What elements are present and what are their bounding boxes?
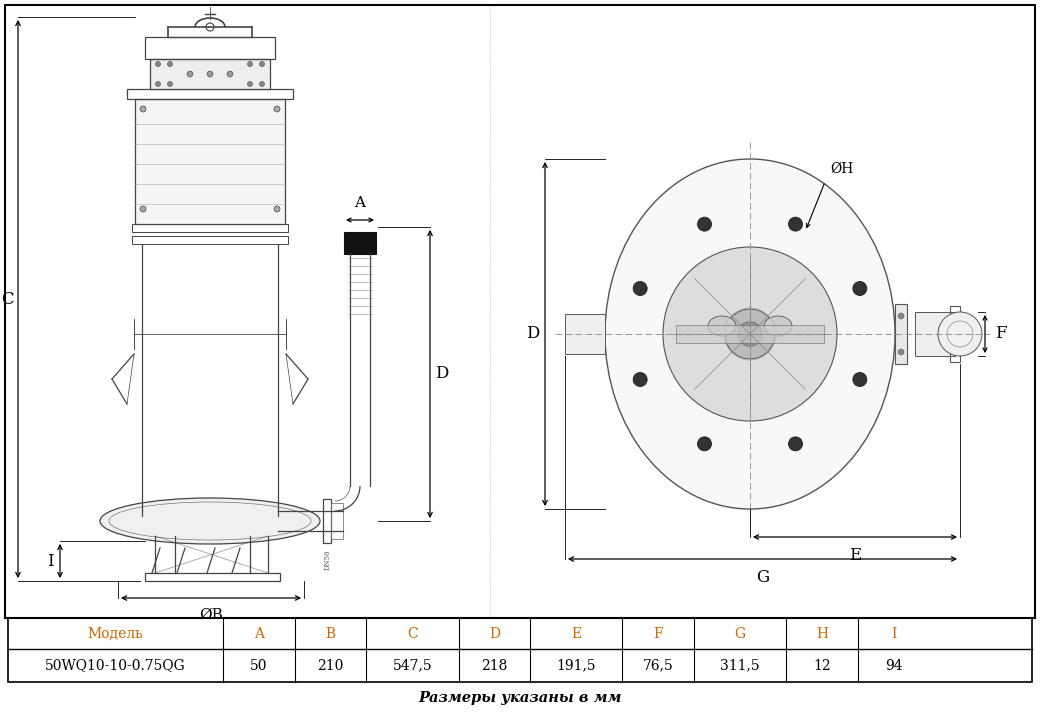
Circle shape <box>274 106 280 112</box>
Text: E: E <box>849 547 861 564</box>
Circle shape <box>260 61 264 66</box>
Bar <box>127 89 293 99</box>
Circle shape <box>260 81 264 86</box>
Bar <box>676 325 824 343</box>
Bar <box>145 37 275 59</box>
Circle shape <box>664 247 837 421</box>
Circle shape <box>187 71 193 77</box>
Bar <box>915 312 955 356</box>
Ellipse shape <box>764 316 792 336</box>
Circle shape <box>167 81 173 86</box>
Bar <box>132 224 288 232</box>
Text: ØH: ØH <box>830 162 854 176</box>
Text: F: F <box>995 326 1007 343</box>
Circle shape <box>248 61 253 66</box>
Circle shape <box>698 217 711 231</box>
Text: C: C <box>1 291 14 308</box>
Circle shape <box>140 106 146 112</box>
Circle shape <box>698 437 711 451</box>
Ellipse shape <box>708 316 736 336</box>
Bar <box>323 499 331 543</box>
Text: G: G <box>756 569 769 586</box>
Bar <box>950 306 960 362</box>
Circle shape <box>156 61 160 66</box>
Text: H: H <box>816 626 828 640</box>
Circle shape <box>248 81 253 86</box>
Bar <box>135 99 285 224</box>
Bar <box>145 573 280 581</box>
Text: ØB: ØB <box>199 608 223 622</box>
Text: I: I <box>891 626 896 640</box>
Text: Модель: Модель <box>87 626 144 640</box>
Text: D: D <box>526 326 540 343</box>
Text: A: A <box>254 626 264 640</box>
Circle shape <box>898 349 904 355</box>
Text: DN50: DN50 <box>324 549 332 570</box>
Circle shape <box>633 373 647 386</box>
Circle shape <box>274 206 280 212</box>
Circle shape <box>938 312 982 356</box>
Text: G: G <box>734 626 746 640</box>
Circle shape <box>898 313 904 319</box>
Text: A: A <box>355 196 365 210</box>
Circle shape <box>156 81 160 86</box>
Text: 94: 94 <box>885 658 903 673</box>
Circle shape <box>853 281 867 296</box>
Text: 191,5: 191,5 <box>556 658 596 673</box>
Circle shape <box>788 217 803 231</box>
Bar <box>132 236 288 244</box>
Text: 547,5: 547,5 <box>393 658 433 673</box>
Text: 210: 210 <box>317 658 344 673</box>
Text: 50: 50 <box>251 658 267 673</box>
Text: 311,5: 311,5 <box>721 658 760 673</box>
Circle shape <box>227 71 233 77</box>
Ellipse shape <box>605 159 895 509</box>
Text: I: I <box>47 553 53 570</box>
Bar <box>5 5 1035 618</box>
Ellipse shape <box>100 498 320 544</box>
Text: 218: 218 <box>482 658 508 673</box>
Circle shape <box>788 437 803 451</box>
Circle shape <box>725 309 775 359</box>
Text: 76,5: 76,5 <box>643 658 674 673</box>
Text: Размеры указаны в мм: Размеры указаны в мм <box>418 691 622 705</box>
Text: F: F <box>653 626 664 640</box>
Bar <box>331 503 343 539</box>
Bar <box>565 314 605 354</box>
Bar <box>150 59 270 89</box>
Bar <box>8 618 1032 682</box>
Circle shape <box>167 61 173 66</box>
Bar <box>895 304 907 364</box>
Text: 12: 12 <box>813 658 831 673</box>
Bar <box>344 232 376 254</box>
Text: C: C <box>408 626 418 640</box>
Text: 50WQ10-10-0.75QG: 50WQ10-10-0.75QG <box>45 658 186 673</box>
Circle shape <box>738 322 762 346</box>
Text: D: D <box>436 366 448 383</box>
Circle shape <box>140 206 146 212</box>
Circle shape <box>633 281 647 296</box>
Text: B: B <box>326 626 336 640</box>
Circle shape <box>207 71 213 77</box>
Text: D: D <box>489 626 500 640</box>
Circle shape <box>853 373 867 386</box>
Text: E: E <box>571 626 581 640</box>
